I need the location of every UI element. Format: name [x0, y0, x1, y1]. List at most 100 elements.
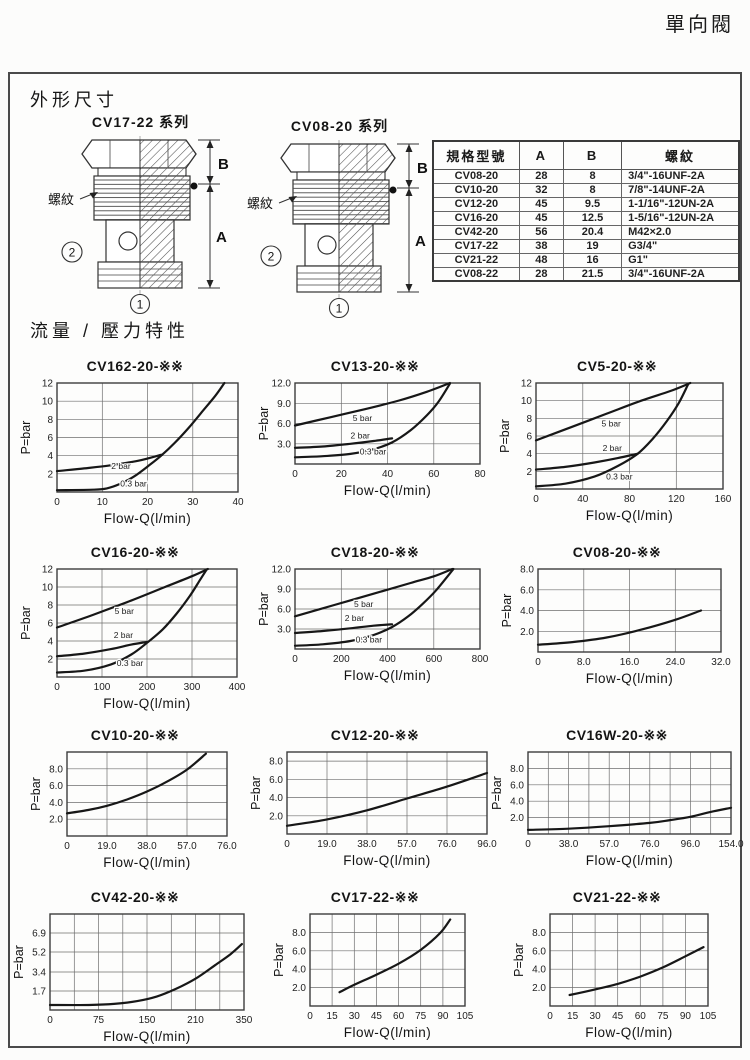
flow-curve [526, 806, 732, 831]
x-axis-label: Flow-Q(l/min) [343, 668, 431, 683]
x-axis-label: Flow-Q(l/min) [103, 1029, 191, 1044]
svg-text:76.0: 76.0 [437, 839, 457, 850]
chart-canvas: 2.0 4.0 6.0 8.0 0 15 30 45 60 75 90 105 Flow-Q(l/min… [512, 907, 722, 1048]
svg-text:38.0: 38.0 [558, 839, 578, 850]
svg-text:0: 0 [54, 682, 60, 693]
svg-text:5.2: 5.2 [32, 948, 46, 959]
callout-2 [260, 245, 282, 267]
flow-curve [534, 383, 689, 488]
thread-arrow [89, 192, 98, 199]
svg-text:3.0: 3.0 [277, 625, 291, 636]
svg-text:12: 12 [41, 379, 53, 390]
chart-title: CV08-20-※※ [572, 544, 662, 560]
svg-text:10: 10 [41, 397, 53, 408]
flow-chart-svg: 2.0 4.0 6.0 8.0 0 15 30 45 60 75 90 105 Flow-Q(l/min… [272, 913, 473, 1040]
svg-text:200: 200 [139, 682, 156, 693]
table-row: CV17-22 38 19 G3/4" [432, 238, 740, 254]
curve-label: 0.3 bar [355, 635, 382, 645]
svg-text:350: 350 [236, 1015, 253, 1026]
svg-text:10: 10 [96, 497, 108, 508]
y-axis-label: P=bar [12, 945, 26, 979]
chart-grid: CV162-20-※※ 2 4 6 8 10 12 0 10 20 30 40 2 bar 0.3 bar… [12, 350, 743, 1060]
svg-text:76.0: 76.0 [640, 839, 660, 850]
y-axis-label: P=bar [512, 943, 526, 977]
svg-text:2: 2 [268, 250, 275, 264]
chart-canvas: 2.0 4.0 6.0 8.0 0 38.0 57.0 76.0 96.0 154.0 Flow-Q… [490, 745, 745, 876]
x-axis-label: Flow-Q(l/min) [103, 696, 191, 711]
flow-curve [536, 609, 702, 646]
spec-table-cell: 20.4 [562, 224, 623, 240]
svg-text:90: 90 [437, 1011, 449, 1022]
flow-curve [293, 567, 453, 618]
y-axis-label: P=bar [257, 592, 271, 626]
dim-b-label: B [218, 156, 229, 173]
svg-text:300: 300 [184, 682, 201, 693]
spec-table-cell: 45 [518, 210, 564, 226]
chart-canvas: 2.0 4.0 6.0 8.0 0 19.0 38.0 57.0 76.0 Flow-Q(l/mi… [29, 745, 241, 878]
curve-label: 5 bar [115, 606, 135, 616]
spec-table-cell: CV21-22 [432, 252, 520, 268]
svg-text:154.0: 154.0 [718, 839, 743, 850]
chart-canvas: 2.0 4.0 6.0 8.0 0 8.0 16.0 24.0 32.0 Flow-Q(l/min… [500, 562, 735, 694]
svg-text:4.0: 4.0 [292, 965, 306, 976]
spec-table-cell: CV42-20 [432, 224, 520, 240]
flow-chart-6: CV10-20-※※ 2.0 4.0 6.0 8.0 0 19.0 38.0 57.0 76.0 F… [14, 719, 256, 881]
chart-title: CV21-22-※※ [572, 889, 662, 905]
flow-curve [55, 567, 209, 629]
chart-title: CV13-20-※※ [330, 358, 420, 374]
flow-curve [534, 381, 691, 442]
svg-text:3.4: 3.4 [32, 968, 46, 979]
svg-text:30: 30 [590, 1011, 602, 1022]
callout-1 [328, 297, 350, 319]
svg-text:57.0: 57.0 [397, 839, 417, 850]
svg-text:12.0: 12.0 [271, 565, 291, 576]
flow-chart-svg: 3.0 6.0 9.0 12.0 0 20 40 60 80 5 bar 2 bar 0.3 bar F… [257, 379, 486, 499]
svg-text:16.0: 16.0 [619, 657, 639, 668]
flow-chart-svg: 2 4 6 8 10 12 0 100 200 300 400 5 bar 2 bar 0.3 bar Fl… [19, 565, 246, 712]
chart-canvas: 2 4 6 8 10 12 0 40 80 120 160 5 bar 2 bar 0.3 bar Flow… [498, 376, 737, 531]
svg-text:6.0: 6.0 [510, 780, 524, 791]
flow-chart-0: CV162-20-※※ 2 4 6 8 10 12 0 10 20 30 40 2 bar 0.3 bar… [14, 350, 256, 536]
spec-table-header: B [562, 140, 623, 170]
svg-text:2.0: 2.0 [292, 983, 306, 994]
svg-text:6.0: 6.0 [49, 781, 63, 792]
svg-text:4: 4 [526, 449, 532, 460]
svg-text:0: 0 [292, 469, 298, 480]
spec-table-cell: 8 [562, 168, 623, 184]
flow-curve [293, 382, 451, 459]
chart-title: CV18-20-※※ [330, 544, 420, 560]
valve-drawing-cv08-20: CV08-20 系列 [247, 116, 432, 325]
callout-2 [61, 241, 83, 263]
spec-table-header: 螺紋 [621, 140, 740, 170]
valve-cross-section-icon: B A 螺紋 2 1 [247, 140, 428, 319]
curve-label: 0.3 bar [606, 472, 633, 482]
flow-chart-svg: 2.0 4.0 6.0 8.0 0 19.0 38.0 57.0 76.0 96.0 Flow-Q(… [249, 751, 497, 868]
flow-chart-svg: 2.0 4.0 6.0 8.0 0 8.0 16.0 24.0 32.0 Flow-Q(l/min… [500, 565, 731, 687]
svg-text:8.0: 8.0 [269, 757, 283, 768]
svg-text:4: 4 [47, 451, 53, 462]
svg-text:6: 6 [47, 619, 53, 630]
svg-text:9.0: 9.0 [277, 399, 291, 410]
svg-text:8.0: 8.0 [576, 657, 590, 668]
spec-table-cell: CV08-20 [432, 168, 520, 184]
flow-curve [337, 918, 451, 994]
svg-text:20: 20 [335, 469, 347, 480]
svg-text:8: 8 [47, 415, 53, 426]
flow-curve [55, 381, 225, 492]
svg-text:20: 20 [141, 497, 153, 508]
flow-chart-9: CV42-20-※※ 1.7 3.4 5.2 6.9 0 75 150 210 350 Flow-Q… [12, 881, 256, 1060]
svg-text:600: 600 [425, 654, 442, 665]
svg-text:6.0: 6.0 [277, 419, 291, 430]
svg-text:1: 1 [137, 298, 144, 312]
spec-table-cell: 28 [518, 266, 564, 282]
svg-text:2.0: 2.0 [520, 627, 534, 638]
spec-table-cell: 21.5 [562, 266, 623, 282]
chart-title: CV17-22-※※ [330, 889, 420, 905]
svg-text:120: 120 [667, 494, 684, 505]
svg-text:8.0: 8.0 [49, 764, 63, 775]
spec-table-cell: CV17-22 [432, 238, 520, 254]
svg-text:2.0: 2.0 [49, 815, 63, 826]
chart-canvas: 3.0 6.0 9.0 12.0 0 20 40 60 80 5 bar 2 bar 0.3 bar F… [257, 376, 494, 506]
thread-label: 螺紋 [247, 196, 273, 211]
